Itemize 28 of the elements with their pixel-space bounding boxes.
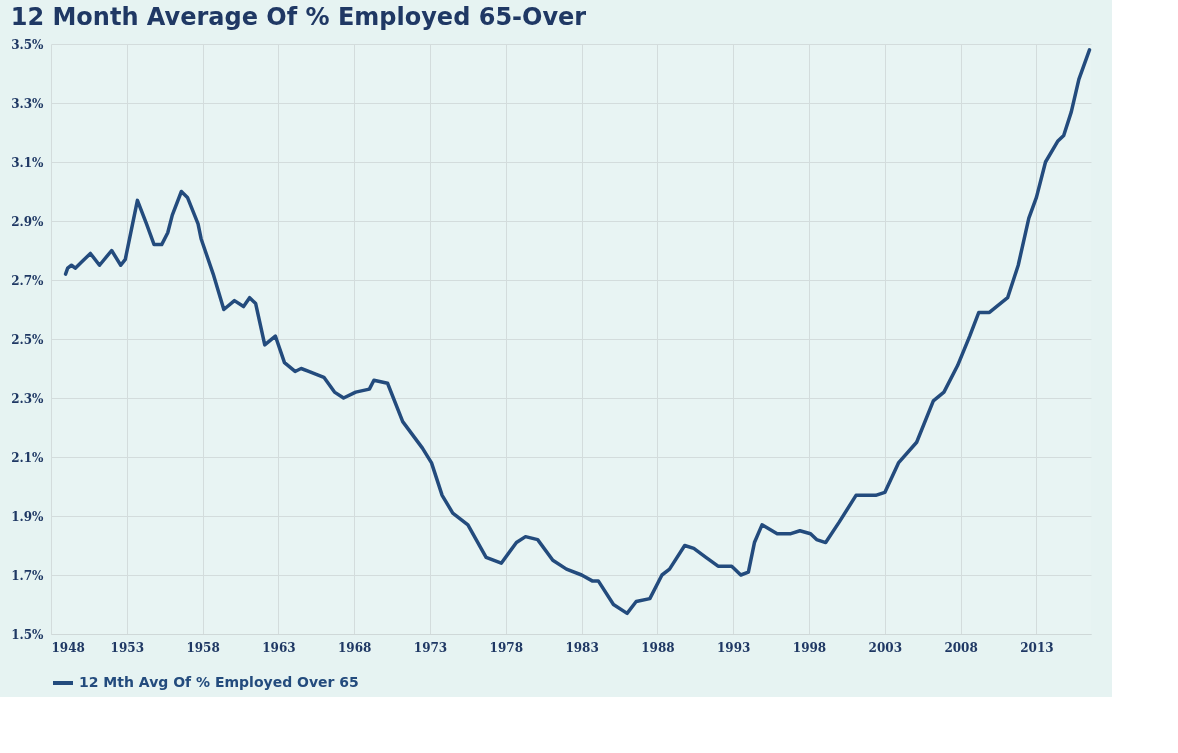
x-tick-label: 1963 bbox=[262, 640, 296, 655]
legend-label: 12 Mth Avg Of % Employed Over 65 bbox=[79, 674, 359, 690]
chart-title: 12 Month Average Of % Employed 65-Over bbox=[10, 3, 587, 31]
x-tick-label: 1958 bbox=[186, 640, 220, 655]
y-tick-label: 2.7% bbox=[11, 273, 45, 288]
x-tick-label: 1988 bbox=[641, 640, 675, 655]
x-tick-label: 1968 bbox=[338, 640, 372, 655]
x-tick-label: 1953 bbox=[110, 640, 144, 655]
x-tick-label: 2008 bbox=[944, 640, 978, 655]
y-tick-label: 2.3% bbox=[11, 391, 45, 406]
y-tick-label: 1.9% bbox=[11, 509, 45, 524]
y-tick-label: 3.3% bbox=[11, 96, 45, 111]
y-tick-label: 1.5% bbox=[11, 627, 45, 642]
y-tick-label: 2.5% bbox=[11, 332, 45, 347]
line-series bbox=[63, 48, 1092, 616]
y-tick-label: 2.1% bbox=[11, 450, 45, 465]
x-tick-label: 1983 bbox=[565, 640, 599, 655]
y-tick-label: 3.1% bbox=[11, 155, 45, 170]
y-tick-label: 2.9% bbox=[11, 214, 45, 229]
x-tick-label: 2003 bbox=[868, 640, 903, 655]
x-tick-label: 1993 bbox=[717, 640, 751, 655]
x-tick-label: 2013 bbox=[1020, 640, 1054, 655]
y-tick-label: 3.5% bbox=[11, 37, 45, 52]
x-tick-label: 1978 bbox=[489, 640, 524, 655]
y-tick-label: 1.7% bbox=[11, 568, 45, 583]
x-tick-label: 1948 bbox=[51, 640, 85, 655]
x-tick-label: 1998 bbox=[792, 640, 827, 655]
x-tick-label: 1973 bbox=[413, 640, 448, 655]
